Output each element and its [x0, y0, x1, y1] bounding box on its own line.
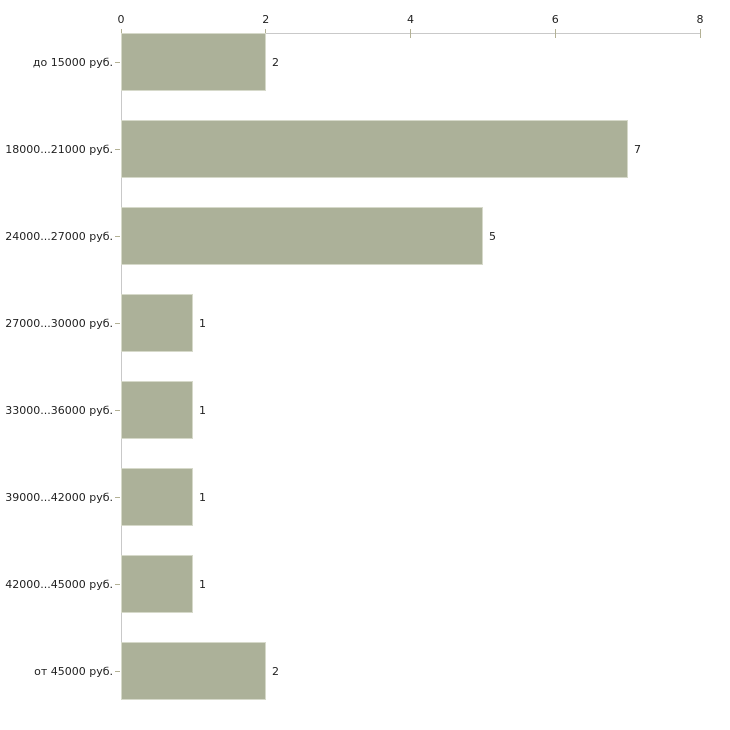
bar: [121, 120, 628, 178]
x-axis-tick: [554, 29, 556, 38]
chart-row: 33000...36000 руб. 1: [0, 381, 730, 468]
category-tick: [115, 497, 120, 498]
value-label: 1: [199, 403, 206, 417]
bar: [121, 642, 266, 700]
bar: [121, 294, 193, 352]
chart-row: 39000...42000 руб. 1: [0, 468, 730, 555]
y-axis-line: [121, 33, 122, 700]
chart-rows: до 15000 руб. 2 18000...21000 руб. 7 24000..…: [0, 33, 730, 729]
category-tick: [115, 149, 120, 150]
x-axis-tick-label: 6: [551, 13, 559, 26]
value-label: 1: [199, 316, 206, 330]
category-label: 39000...42000 руб.: [5, 490, 113, 504]
category-label: 27000...30000 руб.: [5, 316, 113, 330]
category-tick: [115, 236, 120, 237]
value-label: 2: [272, 664, 279, 678]
bar: [121, 555, 193, 613]
category-tick: [115, 410, 120, 411]
x-axis-tick: [410, 29, 411, 38]
value-label: 1: [199, 577, 206, 591]
bar: [121, 381, 193, 439]
category-tick: [115, 323, 120, 324]
x-axis-tick: [699, 29, 701, 38]
bar: [121, 33, 266, 91]
value-label: 5: [489, 229, 496, 243]
chart-row: 42000...45000 руб. 1: [0, 555, 730, 642]
value-label: 1: [199, 490, 206, 504]
bar: [121, 207, 483, 265]
x-axis-tick-label: 4: [407, 13, 414, 26]
category-label: до 15000 руб.: [32, 55, 113, 69]
chart-row: до 15000 руб. 2: [0, 33, 730, 120]
category-tick: [115, 584, 120, 585]
chart-row: 27000...30000 руб. 1: [0, 294, 730, 381]
x-axis-tick-label: 0: [117, 13, 125, 26]
category-label: 42000...45000 руб.: [5, 577, 113, 591]
category-tick: [115, 671, 120, 672]
category-label: 18000...21000 руб.: [5, 142, 113, 156]
chart-row: от 45000 руб. 2: [0, 642, 730, 729]
value-label: 2: [272, 55, 279, 69]
chart-row: 18000...21000 руб. 7: [0, 120, 730, 207]
category-tick: [115, 62, 120, 63]
chart-row: 24000...27000 руб. 5: [0, 207, 730, 294]
category-label: 33000...36000 руб.: [5, 403, 113, 417]
bar: [121, 468, 193, 526]
x-axis-tick-label: 8: [696, 13, 704, 26]
x-axis-tick-label: 2: [262, 13, 270, 26]
value-label: 7: [634, 142, 641, 156]
category-label: 24000...27000 руб.: [5, 229, 113, 243]
category-label: от 45000 руб.: [34, 664, 113, 678]
